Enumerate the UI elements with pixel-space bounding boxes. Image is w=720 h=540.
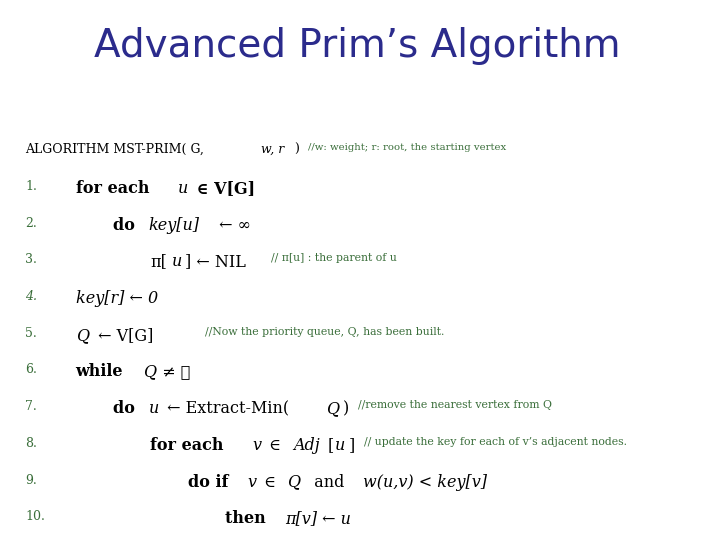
Text: ← Extract-Min(: ← Extract-Min( bbox=[162, 400, 289, 417]
Text: ): ) bbox=[343, 400, 349, 417]
Text: ] ← NIL: ] ← NIL bbox=[186, 253, 246, 270]
Text: while: while bbox=[76, 363, 129, 380]
Text: do if: do if bbox=[188, 474, 234, 490]
Text: then: then bbox=[225, 510, 271, 527]
Text: ]: ] bbox=[348, 437, 355, 454]
Text: w(u,v) < key[v]: w(u,v) < key[v] bbox=[363, 474, 487, 490]
Text: u: u bbox=[178, 180, 188, 197]
Text: 10.: 10. bbox=[25, 510, 45, 523]
Text: [: [ bbox=[328, 437, 333, 454]
Text: w, r: w, r bbox=[261, 143, 284, 156]
Text: //remove the nearest vertex from Q: //remove the nearest vertex from Q bbox=[351, 400, 552, 410]
Text: ← ∞: ← ∞ bbox=[215, 217, 251, 233]
Text: 9.: 9. bbox=[25, 474, 37, 487]
Text: ∈: ∈ bbox=[259, 474, 281, 490]
Text: v: v bbox=[253, 437, 261, 454]
Text: ← V[G]: ← V[G] bbox=[93, 327, 153, 343]
Text: // π[u] : the parent of u: // π[u] : the parent of u bbox=[264, 253, 397, 264]
Text: do: do bbox=[113, 400, 140, 417]
Text: 6.: 6. bbox=[25, 363, 37, 376]
Text: 3.: 3. bbox=[25, 253, 37, 266]
Text: 8.: 8. bbox=[25, 437, 37, 450]
Text: Q: Q bbox=[76, 327, 89, 343]
Text: key[u]: key[u] bbox=[148, 217, 199, 233]
Text: v: v bbox=[247, 474, 256, 490]
Text: for each: for each bbox=[150, 437, 230, 454]
Text: and: and bbox=[305, 474, 350, 490]
Text: 4.: 4. bbox=[25, 290, 37, 303]
Text: Q ≠ ∅: Q ≠ ∅ bbox=[144, 363, 191, 380]
Text: Q: Q bbox=[287, 474, 300, 490]
Text: key[r] ← 0: key[r] ← 0 bbox=[76, 290, 158, 307]
Text: ∈: ∈ bbox=[264, 437, 287, 454]
Text: for each: for each bbox=[76, 180, 155, 197]
Text: u: u bbox=[336, 437, 346, 454]
Text: ∈ V[G]: ∈ V[G] bbox=[191, 180, 255, 197]
Text: u: u bbox=[172, 253, 182, 270]
Text: 2.: 2. bbox=[25, 217, 37, 230]
Text: π[: π[ bbox=[150, 253, 167, 270]
Text: Q: Q bbox=[325, 400, 339, 417]
Text: 7.: 7. bbox=[25, 400, 37, 413]
Text: Adj: Adj bbox=[293, 437, 320, 454]
Text: do: do bbox=[113, 217, 140, 233]
Text: Advanced Prim’s Algorithm: Advanced Prim’s Algorithm bbox=[94, 27, 620, 65]
Text: 1.: 1. bbox=[25, 180, 37, 193]
Text: π[v] ← u: π[v] ← u bbox=[285, 510, 351, 527]
Text: u: u bbox=[148, 400, 159, 417]
Text: ALGORITHM MST-PRIM( G,: ALGORITHM MST-PRIM( G, bbox=[25, 143, 208, 156]
Text: // update the key for each of v’s adjacent nodes.: // update the key for each of v’s adjace… bbox=[356, 437, 626, 447]
Text: 5.: 5. bbox=[25, 327, 37, 340]
Text: ): ) bbox=[291, 143, 304, 156]
Text: //w: weight; r: root, the starting vertex: //w: weight; r: root, the starting verte… bbox=[307, 143, 506, 152]
Text: //Now the priority queue, Q, has been built.: //Now the priority queue, Q, has been bu… bbox=[171, 327, 445, 337]
